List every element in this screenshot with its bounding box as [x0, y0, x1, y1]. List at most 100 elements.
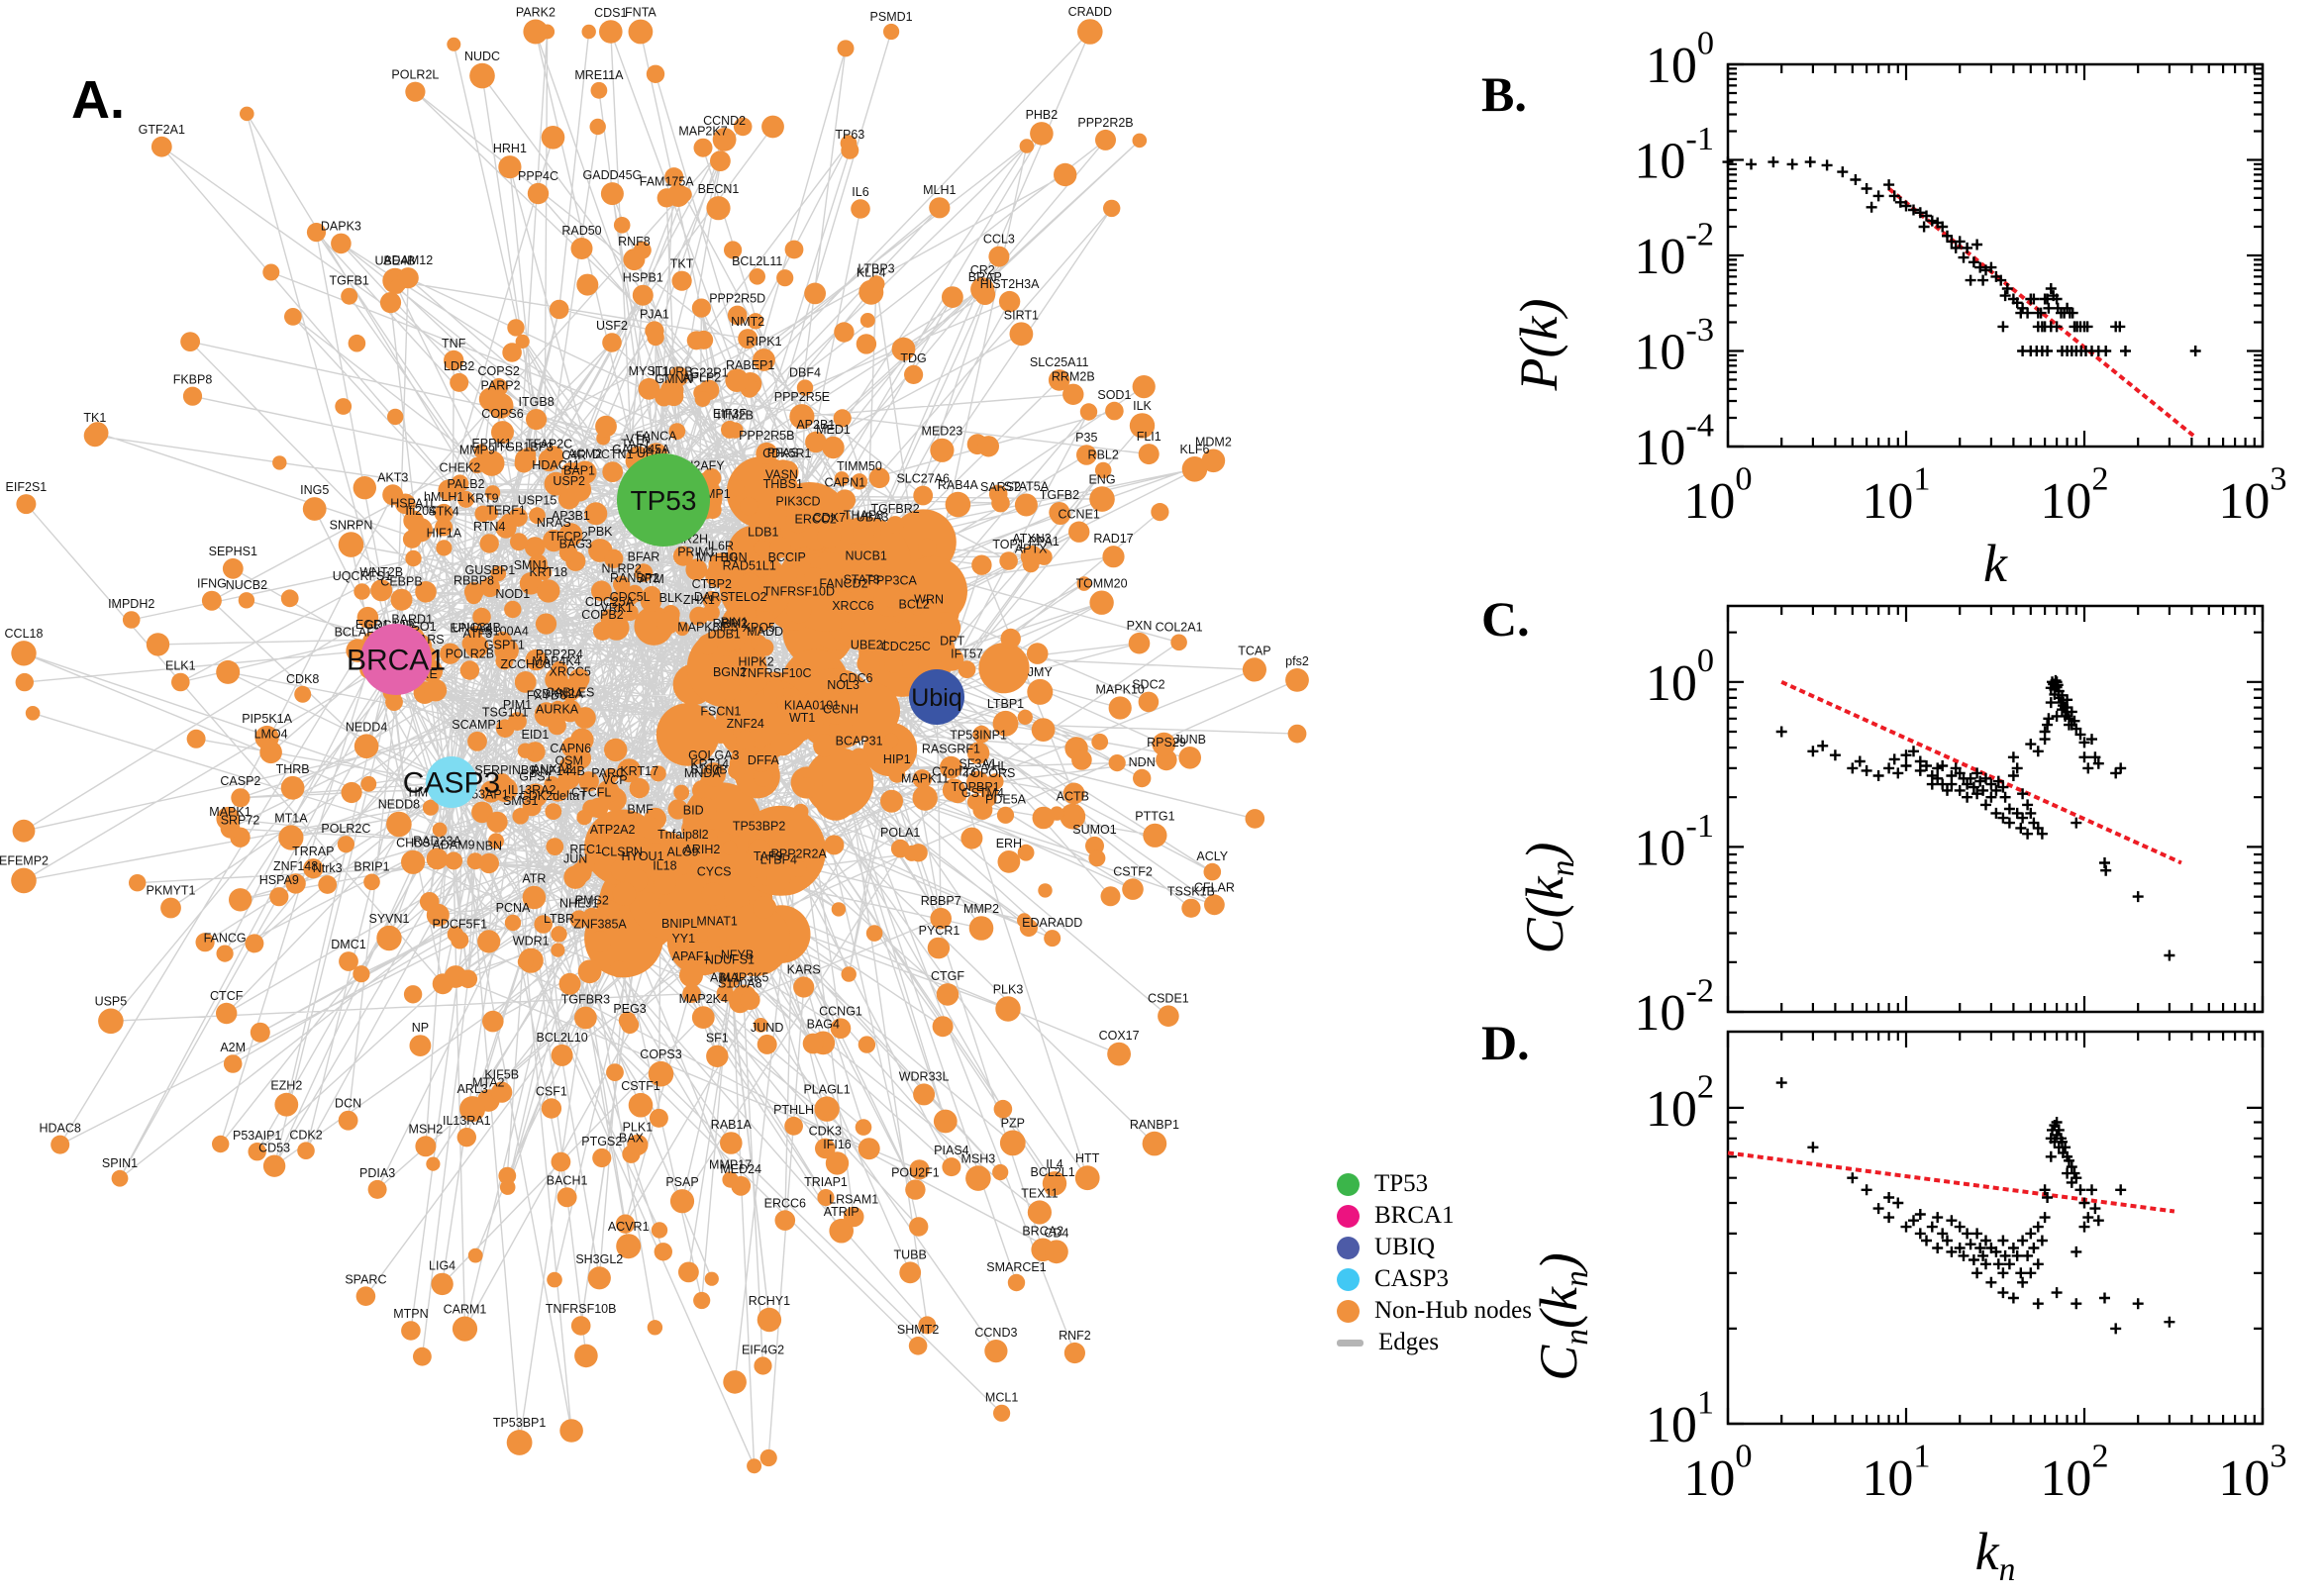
- node-label: ERCC6: [764, 1196, 806, 1210]
- node-label: ILK: [1133, 399, 1152, 413]
- node-label: NOL3: [827, 678, 859, 692]
- network-node: [467, 1247, 483, 1263]
- network-node: [490, 565, 507, 582]
- network-node: [997, 850, 1021, 873]
- node-label: DCTN1: [592, 448, 634, 461]
- node-label: BID: [683, 803, 704, 817]
- node-label: BCL2L1: [1031, 1165, 1075, 1179]
- network-node: [960, 827, 983, 849]
- node-label: LDB1: [748, 525, 778, 539]
- legend-dot-icon: [1337, 1204, 1360, 1228]
- network-node: [769, 807, 791, 829]
- y-tick-label: 10-1: [1634, 120, 1714, 190]
- network-node: [793, 976, 815, 998]
- network-node: [549, 299, 569, 320]
- network-node: [389, 279, 405, 294]
- node-label: HIP1: [883, 752, 911, 766]
- node-label: HTT: [1075, 1151, 1100, 1165]
- network-node: [280, 775, 305, 800]
- node-label: CTCF: [210, 989, 244, 1003]
- network-node: [678, 1261, 699, 1283]
- node-label: PCNA: [496, 901, 531, 915]
- node-label: MTA2: [472, 1075, 504, 1089]
- network-node: [815, 1138, 836, 1159]
- network-node: [577, 959, 602, 984]
- network-node: [940, 648, 964, 671]
- network-node: [485, 485, 501, 501]
- network-node: [899, 1261, 922, 1284]
- legend-dot-icon: [1337, 1299, 1360, 1323]
- node-label: HDAC8: [40, 1122, 81, 1136]
- node-label: PMS2: [575, 894, 609, 908]
- node-label: TRRAP: [292, 845, 334, 858]
- network-node: [546, 838, 564, 855]
- network-node: [254, 725, 279, 750]
- node-label: DDB1: [708, 628, 741, 642]
- hub-label-brca1: BRCA1: [347, 645, 446, 677]
- network-node: [789, 404, 815, 430]
- network-node: [401, 1321, 421, 1341]
- network-node: [245, 934, 264, 953]
- network-node: [627, 1134, 649, 1155]
- network-node: [1017, 844, 1035, 861]
- network-node: [727, 479, 745, 497]
- node-label: APTX: [1015, 542, 1048, 555]
- network-node: [543, 529, 565, 552]
- network-node: [604, 738, 628, 762]
- node-label: VRK1: [600, 601, 633, 615]
- node-label: PPP2R2A: [771, 847, 828, 860]
- network-node: [409, 1035, 432, 1056]
- network-node: [604, 549, 624, 568]
- network-node: [363, 873, 380, 891]
- network-node: [1089, 486, 1115, 512]
- node-label: RBBP7: [921, 894, 961, 908]
- network-node: [502, 343, 522, 362]
- network-node: [672, 546, 694, 566]
- network-node: [223, 1054, 243, 1073]
- legend-dot-icon: [1337, 1267, 1360, 1291]
- network-node: [482, 505, 499, 521]
- node-label: STK4: [428, 505, 458, 519]
- node-label: BARD1: [391, 612, 433, 626]
- node-label: RNF8: [618, 235, 651, 249]
- node-label: RBBP8: [454, 574, 494, 588]
- node-label: CAPN6: [550, 742, 591, 755]
- node-label: DARS: [694, 590, 729, 604]
- node-label: VTN: [626, 433, 651, 447]
- node-label: MT1A: [274, 811, 308, 825]
- network-node: [945, 491, 971, 518]
- network-node: [1035, 549, 1053, 565]
- network-node: [492, 631, 513, 651]
- network-node: [971, 554, 992, 575]
- node-label: BAX: [619, 1132, 645, 1146]
- network-node: [770, 733, 795, 756]
- node-label: BCLAF1: [335, 625, 381, 639]
- network-node: [674, 858, 691, 875]
- node-label: PLK1: [623, 1121, 654, 1135]
- network-node: [865, 925, 883, 942]
- node-label: NLRP2: [602, 562, 642, 576]
- network-node: [527, 182, 550, 205]
- network-node: [568, 673, 588, 693]
- node-label: Ntrk3: [313, 861, 343, 875]
- legend-label: CASP3: [1374, 1265, 1450, 1292]
- node-label: VASN: [765, 468, 798, 482]
- node-label: PARP2: [480, 379, 520, 393]
- node-label: NP: [412, 1021, 429, 1035]
- network-node: [297, 1142, 315, 1159]
- node-label: CSDE1: [1148, 991, 1189, 1005]
- node-label: DFFA: [748, 753, 780, 767]
- node-label: CARM1: [444, 1303, 487, 1317]
- network-node: [942, 1157, 961, 1177]
- x-axis-title: k: [1983, 534, 2008, 593]
- network-node: [390, 588, 413, 611]
- network-node: [1031, 718, 1056, 742]
- network-node: [522, 797, 542, 817]
- node-label: USP15: [518, 493, 557, 507]
- network-node: [1287, 724, 1307, 744]
- node-label: MYST1: [629, 364, 670, 378]
- node-label: POLR2C: [321, 822, 370, 836]
- network-node-cluster: [978, 643, 1030, 694]
- network-node: [498, 155, 522, 179]
- node-label: POLR2B: [446, 647, 494, 660]
